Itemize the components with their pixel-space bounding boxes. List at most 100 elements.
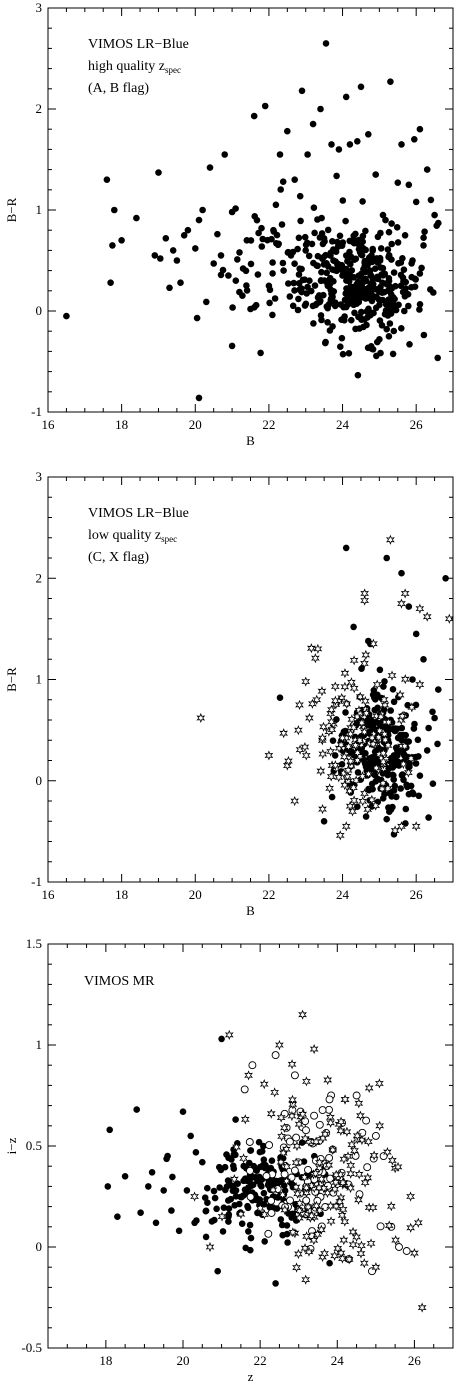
data-point bbox=[305, 252, 313, 260]
data-point bbox=[375, 1078, 384, 1089]
data-point bbox=[415, 792, 423, 800]
data-point bbox=[368, 638, 378, 649]
data-point bbox=[231, 1202, 238, 1209]
data-point bbox=[322, 338, 329, 346]
data-point bbox=[415, 603, 425, 614]
data-point bbox=[266, 1108, 276, 1119]
x-tick-label: 16 bbox=[42, 417, 56, 432]
data-point bbox=[312, 694, 322, 705]
data-point bbox=[304, 151, 311, 158]
data-point bbox=[266, 286, 274, 294]
data-point bbox=[279, 1231, 287, 1239]
data-point bbox=[229, 1183, 237, 1191]
data-point bbox=[282, 1161, 292, 1172]
data-point bbox=[193, 314, 201, 322]
data-point bbox=[187, 1132, 194, 1140]
data-point bbox=[345, 801, 355, 812]
data-point bbox=[300, 1158, 308, 1165]
data-point bbox=[295, 234, 303, 242]
data-point bbox=[270, 228, 278, 235]
data-point bbox=[394, 239, 402, 246]
data-point bbox=[435, 686, 442, 693]
data-point bbox=[413, 1217, 423, 1228]
data-point bbox=[173, 257, 181, 264]
data-point bbox=[367, 794, 377, 805]
y-tick-label: -1 bbox=[31, 874, 42, 889]
data-point bbox=[379, 795, 387, 802]
data-point bbox=[260, 1142, 267, 1150]
data-point bbox=[280, 267, 287, 274]
data-point bbox=[342, 544, 350, 552]
data-point bbox=[404, 767, 413, 778]
data-point bbox=[346, 760, 356, 772]
data-point bbox=[350, 1145, 359, 1156]
data-point bbox=[262, 1172, 271, 1180]
data-point bbox=[327, 252, 334, 259]
data-point bbox=[298, 87, 306, 95]
x-tick-label: 18 bbox=[115, 887, 128, 902]
data-point bbox=[310, 204, 318, 211]
data-point bbox=[354, 1098, 364, 1109]
data-point bbox=[261, 102, 269, 110]
data-point bbox=[360, 1177, 370, 1188]
data-point bbox=[326, 746, 336, 757]
data-point bbox=[352, 711, 362, 722]
data-point bbox=[203, 298, 210, 306]
data-point bbox=[309, 1235, 319, 1246]
data-point bbox=[371, 800, 381, 811]
data-point bbox=[199, 206, 206, 214]
data-point bbox=[324, 263, 332, 270]
data-point bbox=[351, 1151, 360, 1160]
data-point bbox=[263, 1165, 271, 1172]
data-point bbox=[412, 630, 420, 638]
data-point bbox=[339, 350, 347, 358]
data-point bbox=[401, 232, 409, 239]
data-point bbox=[311, 282, 319, 289]
data-point bbox=[290, 279, 298, 287]
data-point bbox=[399, 771, 406, 778]
data-point bbox=[301, 750, 311, 761]
data-point bbox=[385, 277, 393, 285]
data-point bbox=[423, 747, 431, 754]
data-point bbox=[317, 277, 325, 285]
data-point bbox=[338, 1204, 348, 1215]
data-point bbox=[420, 656, 427, 663]
data-point bbox=[326, 1259, 333, 1267]
data-point bbox=[383, 783, 393, 794]
data-point bbox=[330, 681, 340, 692]
data-point bbox=[398, 141, 405, 148]
y-axis-label: B−R bbox=[4, 197, 19, 222]
data-point bbox=[360, 726, 369, 738]
data-point bbox=[394, 179, 402, 186]
data-point bbox=[411, 821, 421, 832]
data-point bbox=[341, 313, 348, 320]
data-point bbox=[307, 1210, 316, 1221]
data-point bbox=[291, 1182, 301, 1193]
data-point bbox=[417, 1302, 427, 1313]
data-point bbox=[354, 1169, 364, 1180]
data-point bbox=[103, 176, 111, 183]
data-point bbox=[137, 1209, 144, 1216]
data-point bbox=[320, 1248, 329, 1259]
data-point bbox=[434, 354, 442, 362]
data-point bbox=[340, 681, 350, 692]
data-point bbox=[386, 808, 393, 815]
data-point bbox=[229, 304, 236, 311]
data-point bbox=[320, 291, 327, 299]
data-point bbox=[338, 266, 345, 274]
data-point bbox=[218, 1035, 225, 1043]
data-point bbox=[368, 345, 376, 353]
data-point bbox=[349, 683, 359, 694]
data-point bbox=[360, 293, 368, 300]
data-point bbox=[358, 796, 368, 807]
data-point bbox=[383, 1146, 392, 1158]
data-point bbox=[348, 316, 355, 324]
data-point bbox=[378, 271, 385, 278]
y-tick-label: -0.5 bbox=[21, 1340, 42, 1355]
data-point bbox=[375, 296, 383, 303]
data-point bbox=[333, 1243, 343, 1254]
data-point bbox=[384, 717, 394, 728]
data-point bbox=[338, 761, 346, 768]
data-point bbox=[314, 216, 321, 223]
data-point bbox=[258, 243, 266, 250]
